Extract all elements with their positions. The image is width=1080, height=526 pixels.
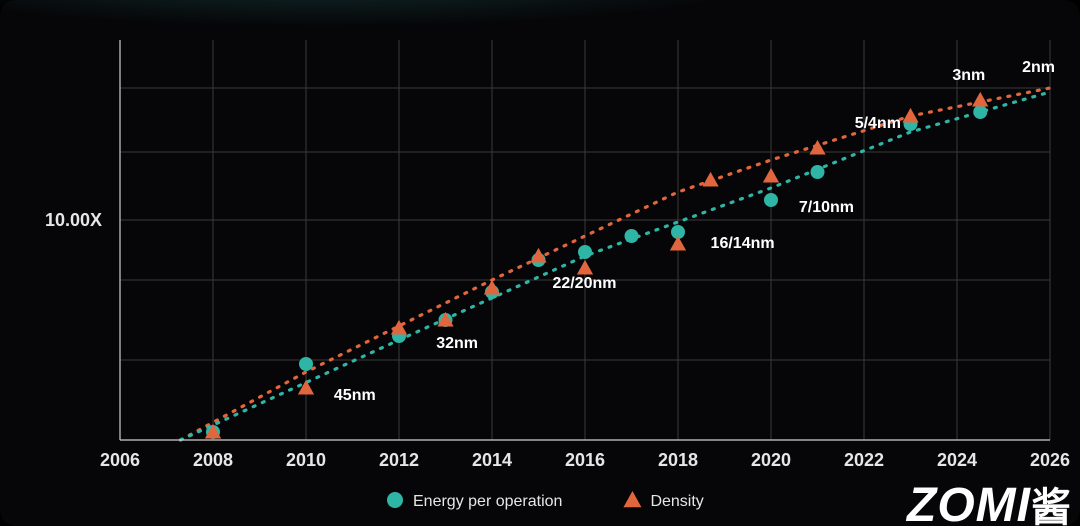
trend-density xyxy=(180,88,1050,440)
energy-point xyxy=(299,357,313,371)
x-tick-label: 2020 xyxy=(751,450,791,470)
x-tick-label: 2010 xyxy=(286,450,326,470)
energy-point xyxy=(578,245,592,259)
x-tick-label: 2012 xyxy=(379,450,419,470)
node-label: 32nm xyxy=(436,335,478,352)
legend-label: Density xyxy=(650,493,703,510)
energy-point xyxy=(973,105,987,119)
scatter-chart: 2006 2008 2010 2012 2014 2016 2018 2020 2022 2024… xyxy=(0,0,1080,526)
legend-marker-triangle xyxy=(623,491,641,507)
x-tick-label: 2022 xyxy=(844,450,884,470)
x-tick-label: 2008 xyxy=(193,450,233,470)
x-tick-label: 2024 xyxy=(937,450,977,470)
node-label: 22/20nm xyxy=(552,275,616,292)
node-label: 7/10nm xyxy=(799,199,854,216)
energy-point xyxy=(764,193,778,207)
node-label: 3nm xyxy=(952,67,985,84)
node-label: 2nm xyxy=(1022,59,1055,76)
density-point xyxy=(484,280,500,295)
x-tick-label: 2006 xyxy=(100,450,140,470)
density-point xyxy=(530,248,546,263)
energy-point xyxy=(811,165,825,179)
x-tick-label: 2018 xyxy=(658,450,698,470)
x-tick-label: 2026 xyxy=(1030,450,1070,470)
density-point xyxy=(577,260,593,275)
density-point xyxy=(763,168,779,183)
energy-point xyxy=(625,229,639,243)
chart-stage: 2006 2008 2010 2012 2014 2016 2018 2020 2022 2024… xyxy=(0,0,1080,526)
density-point xyxy=(670,236,686,251)
grid xyxy=(120,40,1050,440)
node-label: 5/4nm xyxy=(855,115,901,132)
node-label: 16/14nm xyxy=(711,235,775,252)
y-tick-label: 10.00X xyxy=(45,210,102,230)
trend-energy xyxy=(180,92,1050,440)
density-point xyxy=(298,380,314,395)
node-label: 45nm xyxy=(334,387,376,404)
legend-label: Energy per operation xyxy=(413,493,562,510)
legend-marker-circle xyxy=(387,492,403,508)
density-point xyxy=(972,92,988,107)
x-tick-label: 2014 xyxy=(472,450,512,470)
x-tick-label: 2016 xyxy=(565,450,605,470)
density-point xyxy=(702,172,718,187)
density-point xyxy=(902,108,918,123)
